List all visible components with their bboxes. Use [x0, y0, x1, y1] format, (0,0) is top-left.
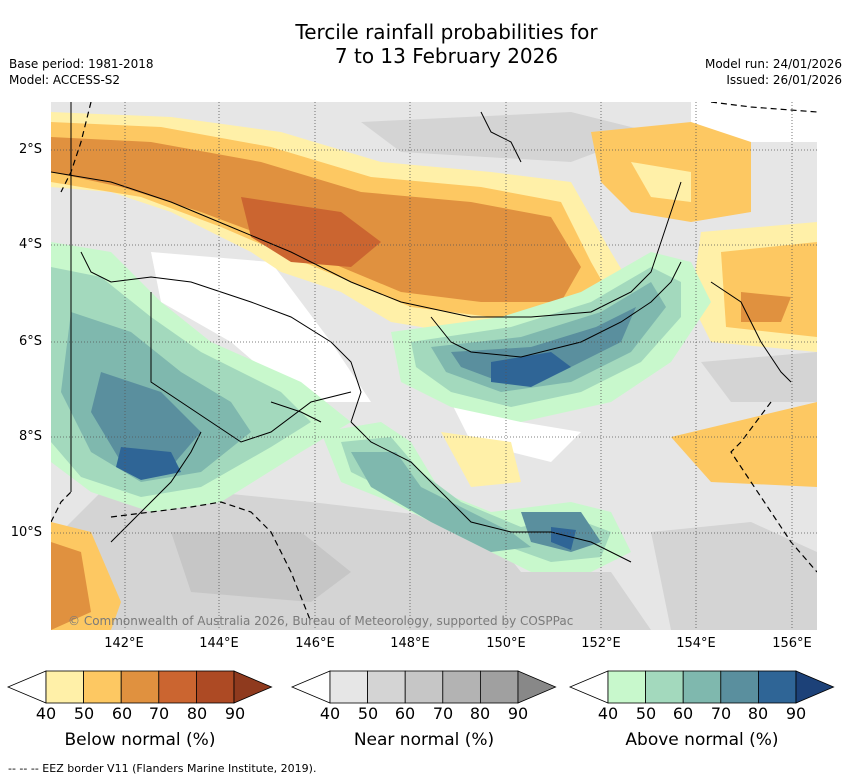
near-colorbar-segment-1: [367, 670, 406, 704]
lon-label-146e: 146°E: [295, 636, 335, 651]
near-colorbar-segment-5: [517, 670, 557, 704]
below-normal-label: Below normal (%): [64, 730, 216, 750]
probability-map: [51, 102, 817, 630]
below-colorbar-segment-2: [120, 670, 160, 704]
lat-label-8s: 8°S: [18, 429, 42, 444]
near-normal-colorbar: [290, 670, 557, 704]
lon-label-148e: 148°E: [390, 636, 430, 651]
above-colorbar-segment-2: [682, 670, 722, 704]
model-run: Model run: 24/01/2026: [704, 57, 842, 71]
graticule: [51, 102, 817, 630]
lat-label-2s: 2°S: [18, 142, 42, 157]
near-colorbar-segment-4: [479, 670, 519, 704]
above-normal-label: Above normal (%): [625, 730, 779, 750]
lon-label-152e: 152°E: [581, 636, 621, 651]
below-colorbar-segment-5: [233, 670, 273, 704]
lon-label-154e: 154°E: [676, 636, 716, 651]
near-colorbar-segment-0: [329, 670, 368, 704]
lat-label-4s: 4°S: [18, 237, 42, 252]
above-tick-70: 70: [710, 704, 732, 723]
lon-label-156e: 156°E: [772, 636, 812, 651]
below-colorbar-segment-0: [45, 670, 84, 704]
below-colorbar-segment-1: [83, 670, 122, 704]
lon-label-142e: 142°E: [104, 636, 144, 651]
below-normal-colorbar: [6, 670, 273, 704]
near-colorbar-segment-3: [442, 670, 481, 704]
lat-label-10s: 10°S: [10, 525, 42, 540]
below-tick-80: 80: [186, 704, 208, 723]
above-tick-90: 90: [785, 704, 807, 723]
below-tick-40: 40: [35, 704, 57, 723]
above-tick-50: 50: [635, 704, 657, 723]
below-normal-regions: [51, 112, 817, 630]
above-normal-colorbar: [568, 670, 835, 704]
near-tick-90: 90: [507, 704, 529, 723]
below-tick-70: 70: [148, 704, 170, 723]
eez-footnote: -- -- -- EEZ border V11 (Flanders Marine…: [8, 762, 317, 775]
model-name: Model: ACCESS-S2: [9, 73, 121, 87]
near-tick-60: 60: [394, 704, 416, 723]
lat-label-6s: 6°S: [18, 334, 42, 349]
title-line-1: Tercile rainfall probabilities for: [295, 20, 598, 44]
copyright-notice: © Commonwealth of Australia 2026, Bureau…: [68, 614, 574, 628]
issued-date: Issued: 26/01/2026: [726, 73, 842, 87]
near-tick-80: 80: [469, 704, 491, 723]
near-normal-label: Near normal (%): [353, 730, 495, 750]
above-tick-60: 60: [672, 704, 694, 723]
title-line-2: 7 to 13 February 2026: [334, 44, 559, 68]
lon-label-144e: 144°E: [199, 636, 239, 651]
colorbars: [6, 670, 835, 704]
below-tick-90: 90: [224, 704, 246, 723]
above-colorbar-segment-0: [607, 670, 646, 704]
near-colorbar-segment-2: [404, 670, 444, 704]
above-colorbar-segment-4: [758, 670, 797, 704]
near-tick-50: 50: [357, 704, 379, 723]
base-period: Base period: 1981-2018: [9, 57, 154, 71]
lon-label-150e: 150°E: [486, 636, 526, 651]
below-colorbar-segment-4: [195, 670, 235, 704]
near-tick-70: 70: [432, 704, 454, 723]
below-tick-50: 50: [73, 704, 95, 723]
near-tick-40: 40: [319, 704, 341, 723]
above-normal-regions: [51, 242, 711, 572]
coastlines: [51, 102, 792, 563]
above-tick-40: 40: [597, 704, 619, 723]
above-colorbar-segment-3: [720, 670, 759, 704]
above-tick-80: 80: [747, 704, 769, 723]
above-colorbar-segment-5: [795, 670, 835, 704]
eez-borders: [51, 102, 817, 623]
below-tick-60: 60: [111, 704, 133, 723]
below-colorbar-segment-3: [158, 670, 197, 704]
above-colorbar-segment-1: [645, 670, 684, 704]
